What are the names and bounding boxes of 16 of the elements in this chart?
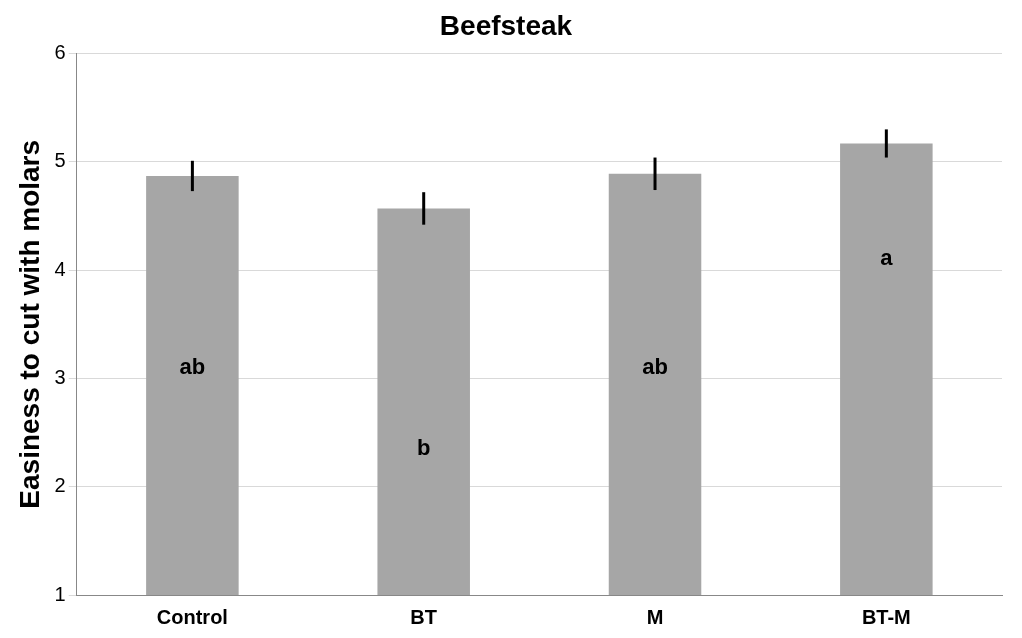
annotation: ab bbox=[642, 353, 668, 379]
y-tick-label: 1 bbox=[54, 582, 66, 605]
y-tick-label: 6 bbox=[54, 41, 66, 64]
y-tick-label: 4 bbox=[54, 257, 66, 280]
x-tick-label: M bbox=[646, 605, 664, 628]
annotation: a bbox=[880, 245, 894, 271]
x-tick-label: BT-M bbox=[861, 605, 911, 628]
annotation: b bbox=[416, 434, 431, 460]
y-tick-label: 5 bbox=[54, 149, 66, 172]
y-tick-label: 2 bbox=[54, 474, 66, 497]
y-tick-label: 3 bbox=[54, 365, 66, 388]
annotation: ab bbox=[179, 353, 206, 379]
chart-title: Beefsteak bbox=[439, 9, 573, 41]
x-tick-label: BT bbox=[410, 605, 438, 628]
y-axis-title: Easiness to cut with molars bbox=[13, 139, 45, 509]
x-tick-label: Control bbox=[156, 605, 228, 628]
